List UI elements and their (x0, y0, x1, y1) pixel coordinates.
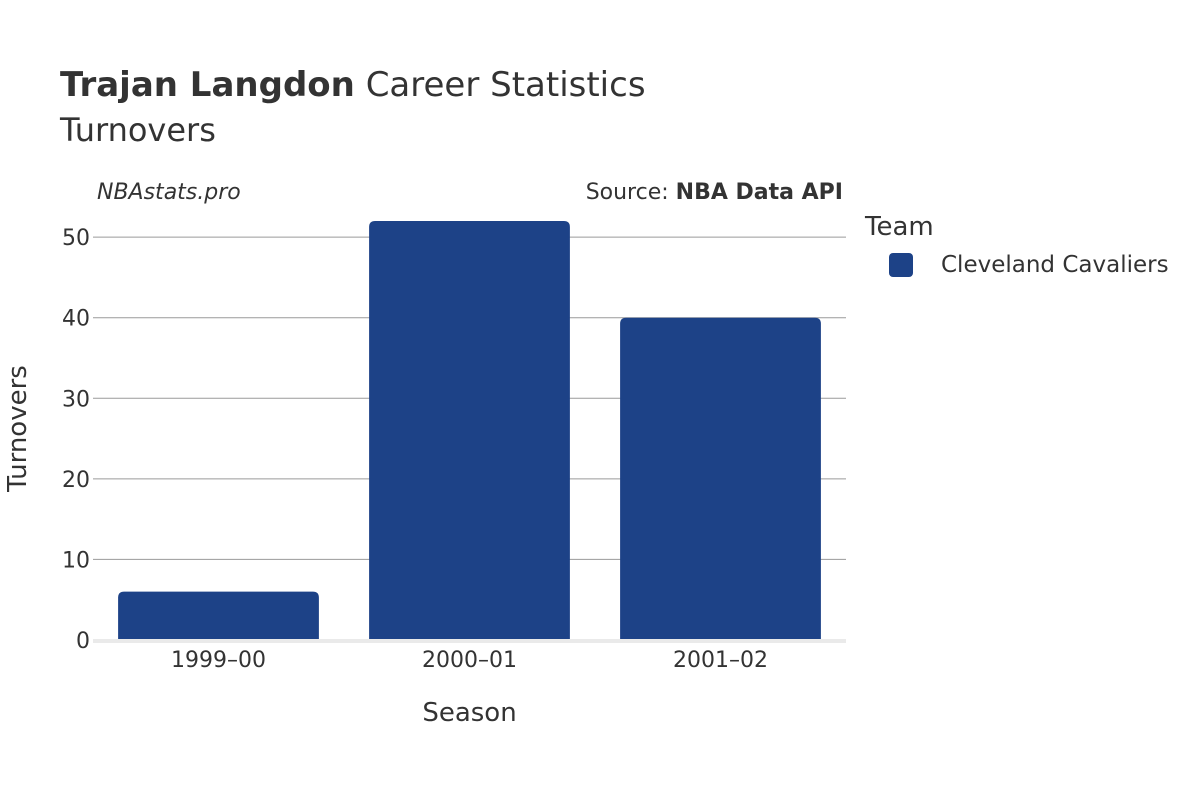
title-suffix: Career Statistics (365, 65, 646, 105)
x-tick-label: 2000–01 (422, 648, 517, 673)
legend-title: Team (865, 212, 934, 242)
x-tick-label: 2001–02 (673, 648, 768, 673)
chart-subtitle: Turnovers (60, 111, 216, 149)
player-name: Trajan Langdon (60, 65, 355, 105)
x-axis-title: Season (422, 698, 516, 728)
y-tick-label: 10 (62, 548, 90, 573)
bar (118, 591, 319, 640)
chart-title: Trajan Langdon Career Statistics (60, 68, 646, 102)
x-tick-label: 1999–00 (171, 648, 266, 673)
legend-item[interactable]: Cleveland Cavaliers (889, 252, 1169, 278)
y-tick-label: 0 (76, 629, 90, 654)
y-tick-label: 40 (62, 307, 90, 332)
legend-label: Cleveland Cavaliers (941, 252, 1169, 278)
y-axis-title: Turnovers (3, 365, 33, 493)
source-name: NBA Data API (675, 180, 843, 205)
watermark: NBAstats.pro (97, 180, 241, 205)
source-credit: Source: NBA Data API (586, 180, 843, 205)
source-prefix: Source: (585, 180, 676, 205)
legend-swatch (889, 253, 913, 277)
bar (369, 221, 570, 640)
y-tick-label: 50 (62, 226, 90, 251)
bar (620, 317, 821, 640)
y-tick-label: 20 (62, 468, 90, 493)
y-tick-label: 30 (62, 387, 90, 412)
